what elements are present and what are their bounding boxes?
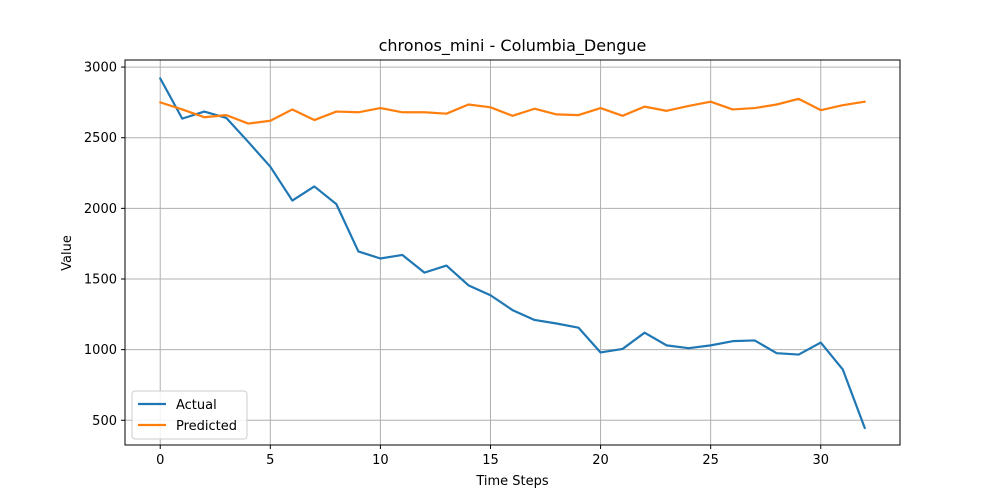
chart-title: chronos_mini - Columbia_Dengue bbox=[379, 36, 647, 56]
legend: Actual Predicted bbox=[131, 390, 248, 440]
axis-ticks: 0 5 10 15 20 25 30 500 1000 1500 2000 2500 3000 bbox=[84, 61, 829, 468]
x-axis-label: Time Steps bbox=[475, 474, 549, 489]
y-tick-label: 1000 bbox=[84, 343, 117, 358]
y-axis-label: Value bbox=[60, 235, 75, 271]
plot-frame bbox=[124, 59, 901, 446]
series-line-actual bbox=[159, 77, 866, 430]
x-tick-label: 10 bbox=[372, 453, 389, 468]
series-lines bbox=[159, 77, 866, 430]
x-tick-label: 20 bbox=[592, 453, 609, 468]
grid-lines bbox=[125, 60, 900, 445]
legend-label-predicted: Predicted bbox=[176, 419, 237, 434]
y-tick-label: 1500 bbox=[84, 272, 117, 287]
x-tick-label: 25 bbox=[702, 453, 719, 468]
x-tick-label: 30 bbox=[812, 453, 829, 468]
plot-area bbox=[125, 60, 900, 445]
series-line-predicted bbox=[159, 97, 866, 125]
x-tick-label: 0 bbox=[156, 453, 164, 468]
x-tick-label: 15 bbox=[482, 453, 499, 468]
y-tick-label: 2000 bbox=[84, 202, 117, 217]
x-tick-label: 5 bbox=[266, 453, 274, 468]
y-tick-label: 2500 bbox=[84, 131, 117, 146]
legend-label-actual: Actual bbox=[176, 398, 217, 413]
y-tick-label: 3000 bbox=[84, 61, 117, 76]
y-tick-label: 500 bbox=[92, 414, 117, 429]
